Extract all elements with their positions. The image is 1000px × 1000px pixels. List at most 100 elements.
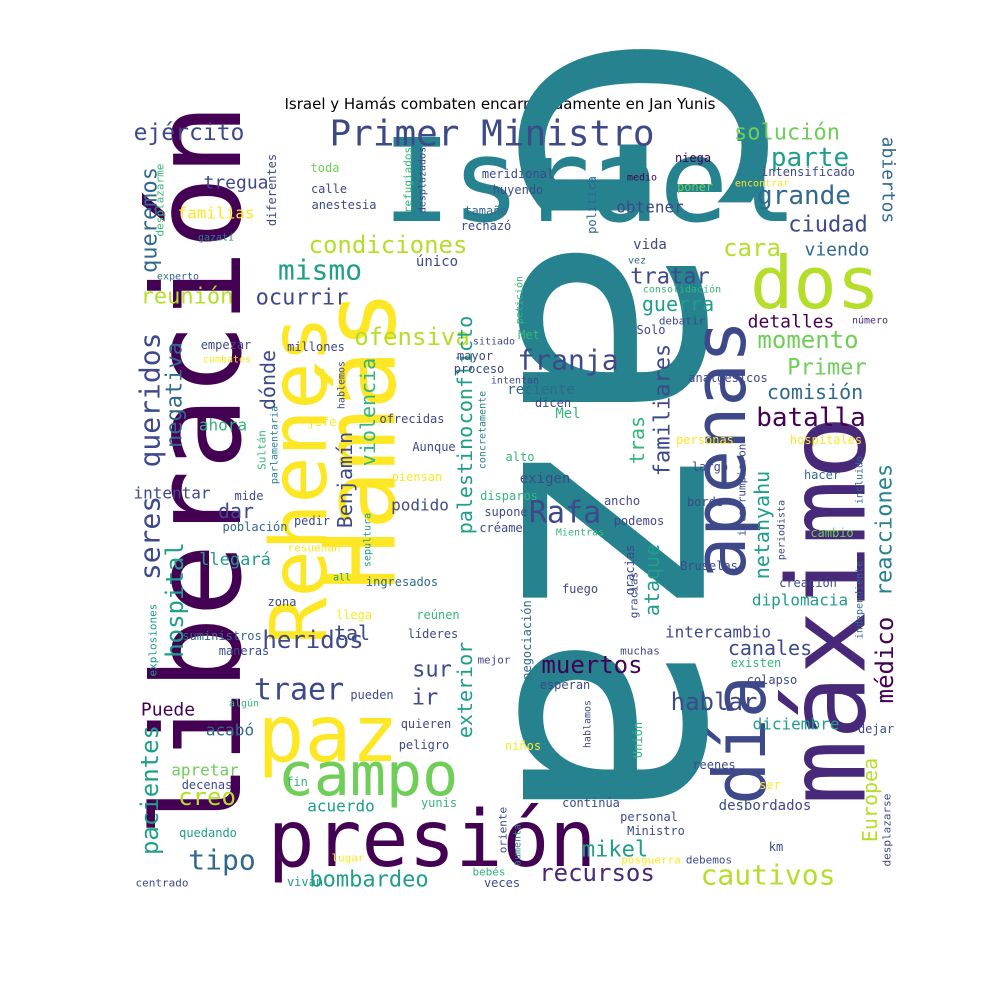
word-familias: familias: [177, 204, 254, 223]
word-detalles: detalles: [748, 312, 835, 333]
word-abiertos: abiertos: [878, 137, 899, 224]
word-diplomacia: diplomacia: [752, 591, 848, 610]
word-sepultura: sepultura: [363, 513, 374, 567]
word-primer: Primer: [787, 356, 866, 381]
word-existen: existen: [731, 656, 782, 670]
word-solo: Solo: [637, 323, 666, 337]
word-exigen: exigen: [520, 471, 571, 487]
word-hospital: hospital: [161, 542, 189, 658]
word-sur: sur: [412, 658, 452, 683]
word-mayor: mayor: [457, 349, 493, 363]
word-largo: largo: [692, 460, 728, 474]
word-refugiados: refugiados: [402, 147, 415, 213]
word-seres: seres: [134, 496, 167, 580]
word-zona: zona: [268, 595, 297, 609]
word-consolidación: consolidación: [643, 284, 721, 296]
word-ingresados: ingresados: [366, 575, 438, 589]
word-obtener: obtener: [616, 198, 684, 217]
word-yunis: yunis: [421, 796, 457, 810]
word-solución: solución: [734, 121, 840, 146]
word-tamaño: tamaño: [464, 204, 507, 218]
word-rehenes: Rehenes: [255, 316, 345, 645]
word-hospitales: hospitales: [790, 433, 862, 447]
word-colapso: colapso: [747, 673, 798, 687]
word-negociación: negociación: [520, 600, 534, 679]
word-creación: creación: [779, 576, 837, 590]
word-alto: alto: [506, 450, 535, 464]
word-anestesia: anestesia: [311, 198, 376, 212]
word-hablemos: hablemos: [337, 361, 348, 409]
word-recursos: recursos: [539, 859, 655, 887]
word-gazatí: gazatí: [198, 232, 234, 244]
word-aunque: Aunque: [412, 440, 455, 454]
word-benjamín: Benjamín: [333, 432, 357, 528]
word-negativa: negativa: [163, 342, 188, 448]
word-posguerra: posguerra: [621, 854, 681, 867]
word-liberación: liberación: [127, 103, 269, 838]
word-veces: veces: [484, 876, 520, 890]
word-niega: niega: [675, 151, 711, 165]
word-borde: borde: [687, 495, 723, 509]
word-ancho: ancho: [604, 494, 640, 508]
word-tras: tras: [625, 416, 649, 464]
word-medio: medio: [627, 173, 657, 184]
word-cara: cara: [723, 234, 781, 262]
word-pueden: pueden: [350, 688, 393, 702]
word-maneras: maneras: [219, 644, 270, 658]
word-número: número: [852, 315, 888, 327]
word-lugar: lugar: [331, 852, 364, 865]
word-proceso: proceso: [454, 362, 505, 376]
word-quieren: quieren: [401, 717, 452, 731]
word-familiares: familiares: [651, 344, 676, 476]
word-dicen: dicen: [535, 396, 571, 410]
word-all: all: [333, 573, 351, 584]
word-petición: petición: [514, 276, 526, 324]
word-sitiado: sitiado: [473, 337, 515, 348]
word-ciudad: ciudad: [788, 213, 867, 238]
word-batalla: batalla: [756, 403, 866, 433]
word-reciente: reciente: [507, 382, 574, 398]
word-huyendo: huyendo: [493, 183, 544, 197]
word-queremos: queremos: [138, 167, 163, 273]
word-meridional: meridional: [482, 167, 554, 181]
word-algún: algún: [229, 698, 259, 710]
word-diferentes: diferentes: [265, 154, 279, 226]
word-disparos: disparos: [480, 489, 538, 503]
word-intercambio: intercambio: [665, 623, 771, 642]
word-ofrecidas: ofrecidas: [379, 412, 444, 426]
word-niños: niños: [505, 739, 541, 753]
word-israel: Israel: [382, 115, 797, 249]
word-violencia: violencia: [356, 358, 380, 466]
word-gaza: Gaza: [445, 33, 829, 828]
word-llegará: llegará: [199, 550, 271, 570]
word-queridos: queridos: [134, 333, 167, 468]
word-calle: calle: [311, 182, 347, 196]
word-explosiones: explosiones: [147, 604, 160, 677]
word-intentan: intentan: [491, 376, 539, 387]
word-desplazarse: desplazarse: [881, 794, 894, 867]
chart-title: Israel y Hamás combaten encarnizadamente…: [284, 95, 716, 113]
word-máximo: máximo: [766, 415, 891, 805]
word-cambio: cambio: [810, 526, 853, 540]
word-población: población: [222, 520, 287, 534]
word-desplazarme: desplazarme: [154, 164, 167, 237]
word-dejar: dejar: [858, 722, 894, 736]
word-tregua: tregua: [203, 173, 268, 194]
word-debemos: debemos: [686, 854, 732, 867]
word-franja: franja: [517, 344, 618, 377]
word-ataque: ataque: [640, 544, 664, 616]
word-campo: campo: [278, 740, 459, 810]
word-desplazados: desplazados: [418, 147, 429, 213]
word-ofensiva: ofensiva: [354, 323, 470, 351]
word-incluido: incluido: [855, 456, 866, 504]
word-pedir: pedir: [294, 514, 330, 528]
word-mismo: mismo: [278, 254, 362, 287]
word-poner: poner: [677, 180, 713, 194]
word-ocurrir: ocurrir: [256, 286, 349, 311]
word-continúa: continúa: [562, 796, 620, 810]
word-peligro: peligro: [399, 738, 450, 752]
word-interrumpieron: interrumpieron: [736, 444, 749, 537]
word-suministros: suministros: [182, 629, 261, 643]
word-netanyahu: netanyahu: [750, 471, 774, 579]
